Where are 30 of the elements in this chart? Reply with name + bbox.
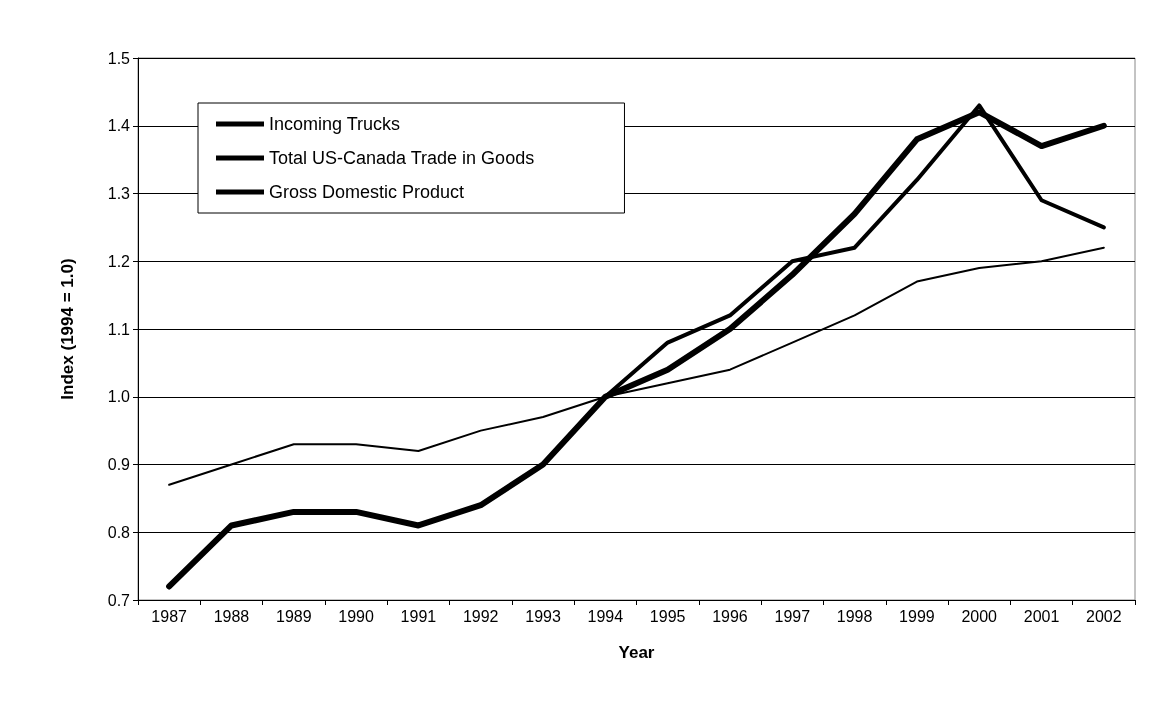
x-tick-label: 1999	[899, 607, 935, 625]
y-tick-label: 1.5	[107, 49, 131, 67]
legend-label: Gross Domestic Product	[269, 182, 465, 202]
x-tick-label: 1991	[400, 607, 437, 625]
x-tick-label: 1990	[338, 607, 374, 625]
x-tick-label: 2002	[1086, 607, 1122, 625]
y-tick-label: 1.4	[107, 117, 131, 135]
x-tick-label: 1996	[712, 607, 748, 625]
y-tick-label: 0.8	[107, 523, 131, 541]
x-tick-label: 1992	[462, 607, 499, 625]
y-tick-label: 1.3	[107, 185, 131, 202]
x-tick-label: 2001	[1023, 607, 1060, 625]
x-tick-label: 1998	[836, 607, 873, 625]
y-tick-label: 1.1	[107, 320, 131, 338]
x-axis-title: Year	[618, 643, 655, 662]
legend-label: Total US-Canada Trade in Goods	[269, 148, 535, 168]
x-tick-label: 1997	[774, 607, 811, 625]
x-tick-label: 1988	[213, 607, 250, 625]
y-tick-label: 1.2	[107, 252, 131, 270]
x-tick-label: 1993	[525, 607, 561, 625]
x-tick-label: 1987	[151, 607, 188, 625]
y-tick-label: 0.9	[107, 456, 131, 473]
x-tick-label: 1994	[587, 607, 624, 625]
x-tick-label: 2000	[961, 607, 998, 625]
x-tick-label: 1989	[275, 607, 312, 625]
x-tick-label: 1995	[649, 607, 686, 625]
y-axis-title: Index (1994 = 1.0)	[58, 258, 77, 400]
y-tick-label: 1.0	[107, 388, 131, 406]
legend-label: Incoming Trucks	[269, 114, 401, 134]
y-tick-label: 0.7	[107, 591, 131, 609]
